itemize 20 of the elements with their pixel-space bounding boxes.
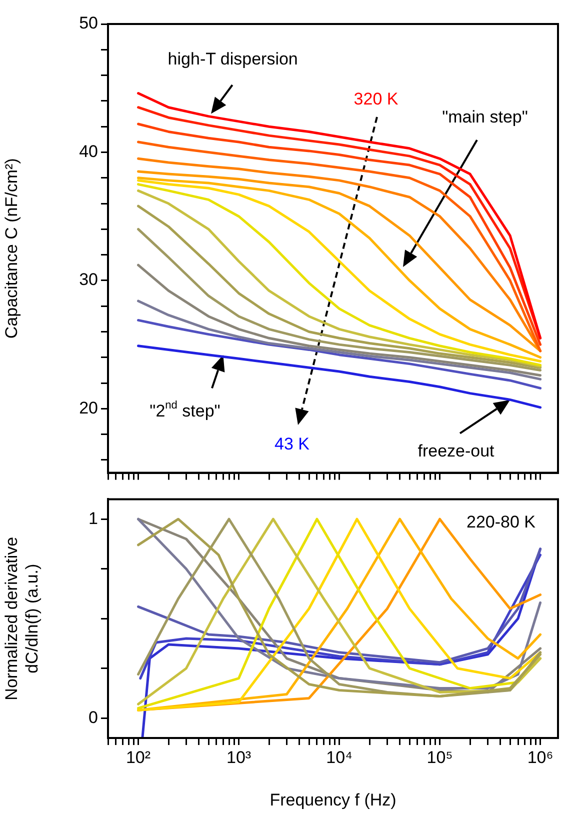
y-tick-label: 40 [79,142,98,161]
y-axis-title: Normalized derivative dC/dln(f) (a.u.) [2,536,42,700]
x-tick-label: 10⁵ [426,748,453,767]
annotation: 320 K [354,90,399,109]
y-tick-label: 30 [79,270,98,290]
x-axis-title: Frequency f (Hz) [270,790,396,810]
x-tick-label: 10³ [226,748,252,767]
y-axis-title: Capacitance C (nF/cm²) [2,158,21,339]
y-tick-label: 50 [79,14,98,33]
y-tick-label: 0 [88,708,98,727]
annotation: "main step" [442,108,528,127]
x-tick-label: 10⁴ [326,748,352,767]
annotation: 220-80 K [466,512,536,532]
y-tick-label: 20 [79,398,98,418]
y-tick-label: 1 [88,508,98,528]
annotation: high-T dispersion [168,50,298,69]
annotation: 43 K [274,434,310,454]
x-tick-label: 10⁶ [527,748,554,767]
annotation: freeze-out [418,442,495,461]
x-tick-label: 10² [126,748,151,767]
